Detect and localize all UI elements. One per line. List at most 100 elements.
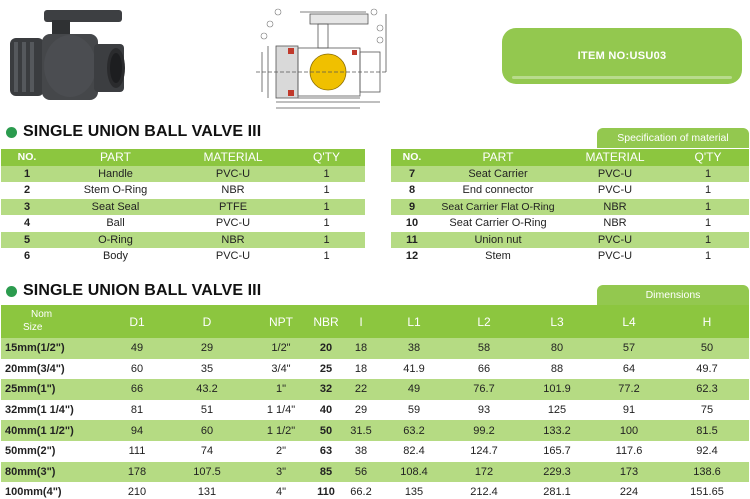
part-name: Seat Carrier Flat O-Ring xyxy=(433,198,563,215)
header-material: MATERIAL xyxy=(178,149,288,166)
header-i: I xyxy=(341,305,381,338)
parts-header-row: NO. PART MATERIAL Q'TY xyxy=(1,149,365,166)
part-material: PVC-U xyxy=(563,248,667,265)
part-no: 2 xyxy=(1,182,53,199)
cell-l2: 172 xyxy=(447,461,521,483)
cell-npt: 1 1/2" xyxy=(251,420,311,441)
header-part: PART xyxy=(433,149,563,166)
table-row: 11 Union nut PVC-U 1 xyxy=(391,231,749,248)
cell-d1: 66 xyxy=(111,379,163,400)
cell-l4: 64 xyxy=(593,358,665,380)
part-no: 5 xyxy=(1,231,53,248)
part-qty: 1 xyxy=(667,182,749,199)
header-d: D xyxy=(163,305,251,338)
cell-l1: 135 xyxy=(381,482,447,499)
part-material: PVC-U xyxy=(563,165,667,182)
cell-npt: 1 1/4" xyxy=(251,399,311,421)
cell-size: 32mm(1 1/4") xyxy=(1,399,111,421)
cell-nbr: 110 xyxy=(311,482,341,499)
header-l4: L4 xyxy=(593,305,665,338)
item-number-label: ITEM NO:USU03 xyxy=(577,50,667,62)
tab-specification: Specification of material xyxy=(597,128,749,148)
cell-nbr: 85 xyxy=(311,461,341,483)
cell-l3: 125 xyxy=(521,399,593,421)
table-row: 4 Ball PVC-U 1 xyxy=(1,215,365,232)
table-row: 32mm(1 1/4") 81 51 1 1/4" 40 29 59 93 125 91 75 xyxy=(1,399,749,421)
cell-npt: 4" xyxy=(251,482,311,499)
part-no: 4 xyxy=(1,215,53,232)
part-qty: 1 xyxy=(667,198,749,215)
cell-l3: 229.3 xyxy=(521,461,593,483)
cell-h: 151.65 xyxy=(665,482,749,499)
cell-l4: 224 xyxy=(593,482,665,499)
part-name: Stem xyxy=(433,248,563,265)
cell-nbr: 20 xyxy=(311,338,341,359)
cell-nbr: 63 xyxy=(311,440,341,462)
cell-size: 50mm(2") xyxy=(1,440,111,462)
part-no: 7 xyxy=(391,165,433,182)
cell-l1: 59 xyxy=(381,399,447,421)
part-material: PVC-U xyxy=(563,182,667,199)
cell-l4: 77.2 xyxy=(593,379,665,400)
cell-l3: 101.9 xyxy=(521,379,593,400)
header-l1: L1 xyxy=(381,305,447,338)
cell-h: 92.4 xyxy=(665,440,749,462)
header-qty: Q'TY xyxy=(288,149,365,166)
table-row: 15mm(1/2") 49 29 1/2" 20 18 38 58 80 57 50 xyxy=(1,338,749,359)
cell-npt: 1/2" xyxy=(251,338,311,359)
cell-d: 60 xyxy=(163,420,251,441)
part-qty: 1 xyxy=(667,231,749,248)
cell-size: 80mm(3") xyxy=(1,461,111,483)
cell-l4: 173 xyxy=(593,461,665,483)
part-no: 1 xyxy=(1,165,53,182)
cell-l3: 281.1 xyxy=(521,482,593,499)
cell-l1: 49 xyxy=(381,379,447,400)
ball-valve-photo xyxy=(10,10,125,100)
table-row: 6 Body PVC-U 1 xyxy=(1,248,365,265)
cell-l1: 108.4 xyxy=(381,461,447,483)
cell-nbr: 25 xyxy=(311,358,341,380)
cell-l3: 80 xyxy=(521,338,593,359)
cell-l1: 38 xyxy=(381,338,447,359)
section-title-material: SINGLE UNION BALL VALVE III xyxy=(6,123,261,141)
part-material: NBR xyxy=(178,231,288,248)
table-row: 50mm(2") 111 74 2" 63 38 82.4 124.7 165.7 117.6 92… xyxy=(1,440,749,462)
parts-table-left: NO. PART MATERIAL Q'TY 1 Handle PVC-U 1 2 St… xyxy=(1,149,365,265)
cell-i: 56 xyxy=(341,461,381,483)
table-row: 40mm(1 1/2") 94 60 1 1/2" 50 31.5 63.2 99.2 133.… xyxy=(1,420,749,441)
header-part: PART xyxy=(53,149,178,166)
table-row: 8 End connector PVC-U 1 xyxy=(391,182,749,199)
cell-size: 100mm(4") xyxy=(1,482,111,499)
table-row: 20mm(3/4") 60 35 3/4" 25 18 41.9 66 88 64 49.7 xyxy=(1,358,749,380)
parts-table-right: NO. PART MATERIAL Q'TY 7 Seat Carrier PVC-… xyxy=(391,149,749,265)
part-name: Body xyxy=(53,248,178,265)
part-qty: 1 xyxy=(667,215,749,232)
cell-d1: 210 xyxy=(111,482,163,499)
part-qty: 1 xyxy=(288,198,365,215)
cell-i: 29 xyxy=(341,399,381,421)
header-qty: Q'TY xyxy=(667,149,749,166)
cell-h: 49.7 xyxy=(665,358,749,380)
part-material: NBR xyxy=(563,198,667,215)
cell-size: 25mm(1") xyxy=(1,379,111,400)
part-material: PVC-U xyxy=(178,165,288,182)
table-row: 80mm(3") 178 107.5 3" 85 56 108.4 172 229.3 173 13… xyxy=(1,461,749,483)
cell-npt: 2" xyxy=(251,440,311,462)
cell-l3: 88 xyxy=(521,358,593,380)
part-qty: 1 xyxy=(288,248,365,265)
part-qty: 1 xyxy=(667,165,749,182)
table-row: 2 Stem O-Ring NBR 1 xyxy=(1,182,365,199)
part-name: O-Ring xyxy=(53,231,178,248)
part-no: 3 xyxy=(1,198,53,215)
header-l2: L2 xyxy=(447,305,521,338)
cell-size: 40mm(1 1/2") xyxy=(1,420,111,441)
cell-npt: 3" xyxy=(251,461,311,483)
cell-i: 31.5 xyxy=(341,420,381,441)
cell-l3: 165.7 xyxy=(521,440,593,462)
cell-l2: 66 xyxy=(447,358,521,380)
cell-i: 38 xyxy=(341,440,381,462)
cell-l4: 117.6 xyxy=(593,440,665,462)
cell-l1: 82.4 xyxy=(381,440,447,462)
header-nbr: NBR xyxy=(311,305,341,338)
tab-dimensions: Dimensions xyxy=(597,285,749,305)
